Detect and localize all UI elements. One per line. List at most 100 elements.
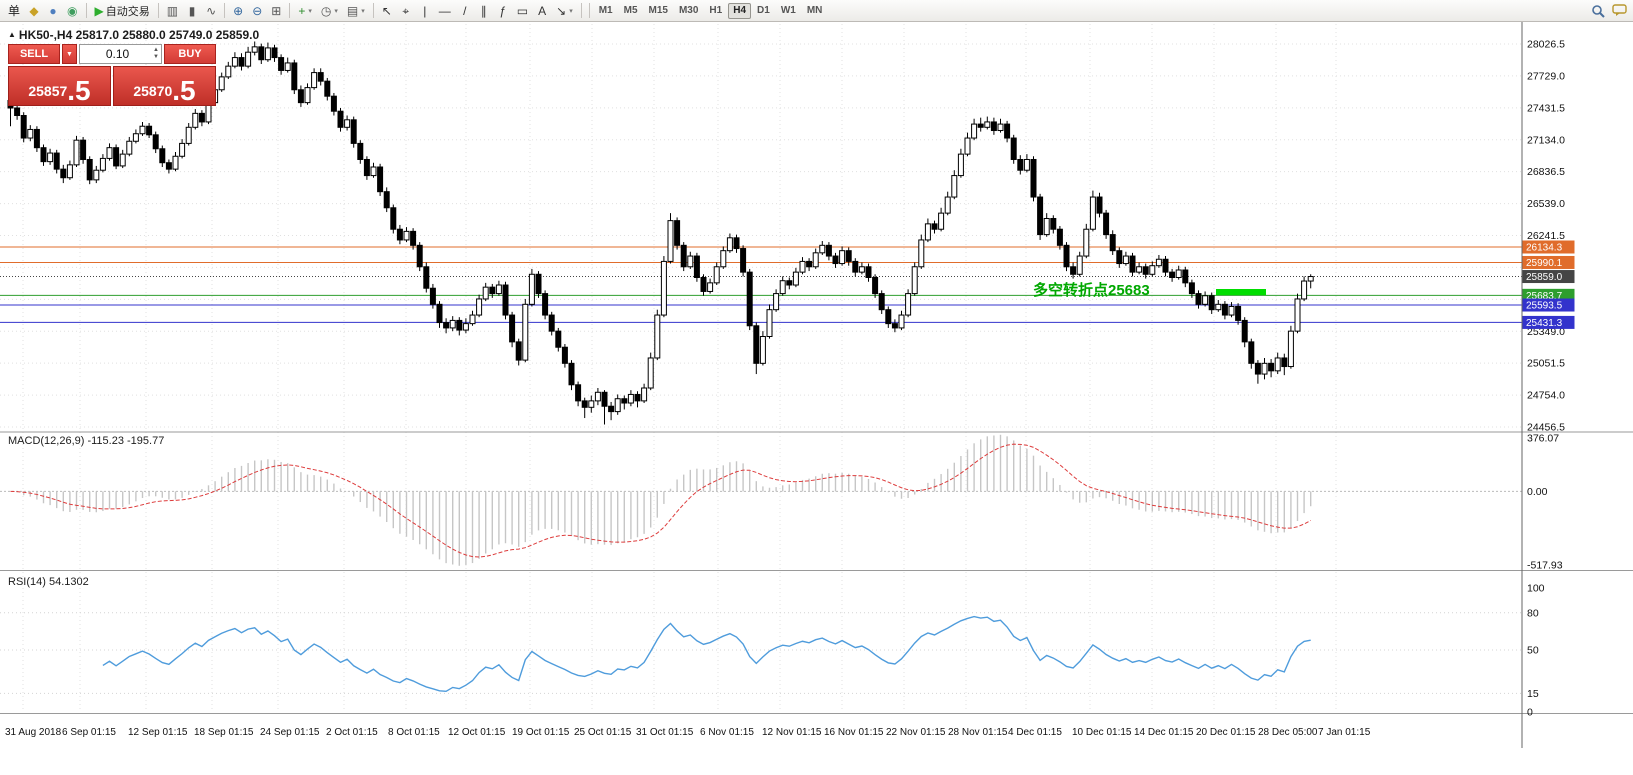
timeframe-m5[interactable]: M5 [619,3,643,19]
line-chart-icon[interactable]: ∿ [202,2,220,20]
time-axis-label: 24 Sep 01:15 [260,727,320,738]
resistance-line-1-badge [1522,240,1575,254]
zoom-out-icon[interactable]: ⊖ [248,2,266,20]
chevron-down-icon[interactable]: ▾ [334,7,338,15]
time-axis-labels: 31 Aug 2018 6 Sep 01:15 12 Sep 01:15 18 Sep… [5,727,1371,738]
timeframe-m30[interactable]: M30 [674,3,703,19]
auto-trading-button[interactable]: ▶ 自动交易 [91,2,154,20]
collapse-triangle-icon[interactable]: ▲ [8,30,16,39]
trendline-icon: / [463,3,467,18]
shapes-icon: ▭ [516,3,529,18]
horizontal-line-icon[interactable]: — [435,2,455,20]
price-axis-labels: 28026.5 27729.0 27431.5 27134.0 26836.5 26539… [1527,39,1565,719]
top-toolbar: 单 ◆ ● ◉ ▶ 自动交易 ▥ ▮ ∿ ⊕ ⊖ ⊞ + ▾ ◷ ▾ ▤ ▾ ↖ ⌖ | — / ∥ ƒ ▭ A ↘ ▾ M1 M5 M1… [0,0,1633,22]
cursor-icon: ↖ [381,3,392,18]
arrows-icon[interactable]: ↘ ▾ [552,2,577,20]
pivot-annotation-text[interactable]: 多空转折点25683 [1033,282,1150,299]
templates-icon[interactable]: ▤ ▾ [343,2,369,20]
new-order-icon[interactable]: ◆ [25,2,43,20]
channel-icon[interactable]: ∥ [475,2,493,20]
support-line-2-badge-text: 25431.3 [1526,318,1563,329]
text-label-icon[interactable]: A [533,2,551,20]
time-axis-label: 28 Nov 01:15 [948,727,1008,738]
time-axis-label: 6 Sep 01:15 [62,727,116,738]
crosshair-icon: ⌖ [402,3,410,18]
trendline-icon[interactable]: / [456,2,474,20]
tile-windows-icon[interactable]: ⊞ [267,2,285,20]
horizontal-gridlines [0,43,1522,428]
chevron-down-icon[interactable]: ▾ [569,7,573,15]
chevron-down-icon[interactable]: ▾ [361,7,365,15]
rsi-axis-label: 0 [1527,707,1533,719]
zoom-in-icon: ⊕ [233,3,244,18]
time-axis-label: 7 Jan 01:15 [1318,727,1371,738]
profile-icon[interactable]: ● [44,2,62,20]
channel-icon: ∥ [480,3,487,18]
symbol-period-label: HK50-,H4 [18,28,73,42]
toolbar-separator [289,3,291,18]
macd-indicator-label: MACD(12,26,9) -115.23 -195.77 [8,435,165,447]
zoom-in-icon[interactable]: ⊕ [229,2,247,20]
timeframe-w1[interactable]: W1 [776,3,801,19]
periods-icon[interactable]: ◷ ▾ [317,2,342,20]
time-axis-label: 31 Aug 2018 [5,727,62,738]
time-axis-label: 25 Oct 01:15 [574,727,632,738]
volume-stepper[interactable]: ▲▼ [79,44,162,64]
timeframe-h4[interactable]: H4 [728,2,752,19]
chevron-down-icon[interactable]: ▾ [308,7,312,15]
tile-windows-icon: ⊞ [271,3,282,18]
pivot-annotation-bar[interactable] [1216,289,1266,295]
menu-stub[interactable]: 单 [8,4,21,18]
resistance-line-1-badge-text: 26134.3 [1526,243,1563,254]
bid-price-line-badge [1522,270,1575,284]
toolbar-separator [372,3,374,18]
crosshair-icon[interactable]: ⌖ [397,2,415,20]
cursor-icon[interactable]: ↖ [378,2,396,20]
timeframe-mn[interactable]: MN [802,3,828,19]
text-label-icon: A [538,3,547,18]
sell-price-int: 25857 [28,83,68,99]
price-axis-label: 28026.5 [1527,39,1565,51]
horizontal-line-icon: — [438,3,451,18]
candlestick-series [7,41,1314,425]
candlestick-chart-icon[interactable]: ▮ [183,2,201,20]
time-axis-label: 12 Oct 01:15 [448,727,506,738]
sell-options-dropdown[interactable]: ▼ [62,44,77,64]
rsi-line [102,615,1311,693]
sell-price-button[interactable]: 25857 .5 [8,66,111,106]
sell-button[interactable]: SELL [8,44,60,64]
timeframe-m15[interactable]: M15 [644,3,673,19]
rsi-axis-label: 100 [1527,583,1545,595]
buy-price-button[interactable]: 25870 .5 [113,66,216,106]
rsi-indicator-label: RSI(14) 54.1302 [8,576,89,588]
price-axis-label: 25051.5 [1527,358,1565,370]
auto-trading-button-label: 自动交易 [105,5,150,18]
time-axis-label: 22 Nov 01:15 [886,727,946,738]
profile-icon: ● [49,3,57,18]
indicators-icon[interactable]: + ▾ [294,2,316,20]
macd-signal-line [10,443,1311,558]
arrows-icon: ↘ [556,3,567,18]
macd-axis-label: -517.93 [1527,560,1563,572]
vertical-line-icon[interactable]: | [416,2,434,20]
timeframe-m1[interactable]: M1 [594,3,618,19]
timeframe-d1[interactable]: D1 [752,3,775,19]
community-icon[interactable]: ◉ [63,2,81,20]
toolbar-separator [580,3,582,18]
search-icon[interactable] [1588,2,1608,20]
volume-input[interactable] [82,46,154,62]
volume-spinner[interactable]: ▲ ▼ [153,47,159,60]
pivot-line-badge-text: 25683.7 [1526,291,1563,302]
resistance-line-2-badge [1522,255,1575,269]
bar-chart-icon[interactable]: ▥ [163,2,182,20]
fibonacci-icon[interactable]: ƒ [494,2,512,20]
time-axis-label: 2 Oct 01:15 [326,727,378,738]
toolbar-separator [588,3,590,18]
buy-button[interactable]: BUY [164,44,216,64]
shapes-icon[interactable]: ▭ [513,2,532,20]
chat-icon[interactable] [1609,2,1629,20]
timeframe-h1[interactable]: H1 [704,3,727,19]
time-axis-label: 12 Sep 01:15 [128,727,188,738]
zoom-out-icon: ⊖ [252,3,263,18]
